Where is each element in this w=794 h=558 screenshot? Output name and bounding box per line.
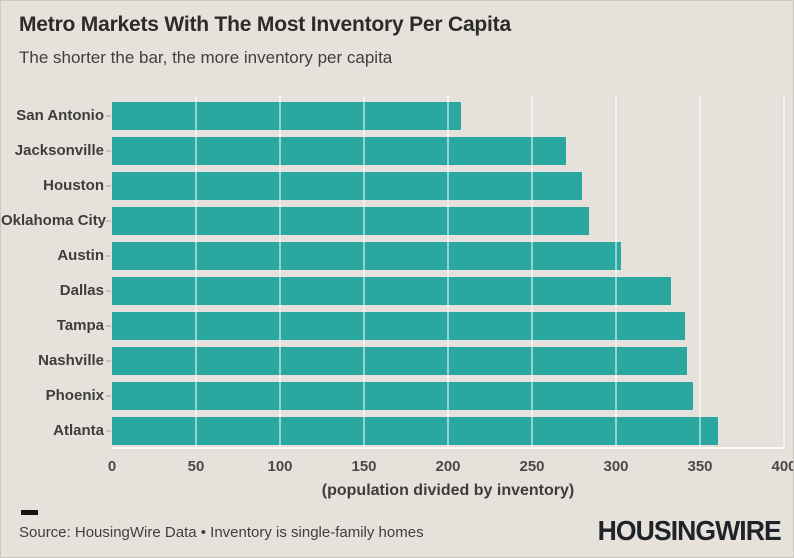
bar-track [112, 136, 784, 165]
y-tick-mark [104, 149, 112, 152]
bar-track [112, 311, 784, 340]
category-label: Phoenix [45, 387, 104, 404]
category-label: Atlanta [53, 422, 104, 439]
y-tick-mark [104, 324, 112, 327]
x-tick-label: 300 [603, 458, 629, 475]
bar [112, 206, 590, 235]
chart-row: Phoenix [1, 378, 784, 413]
x-axis-ticks: 0 50 100 150 200 250 300 350 400 [108, 458, 793, 478]
bar-track [112, 276, 784, 305]
chart-row: Atlanta [1, 413, 784, 448]
bars-region: San Antonio Jacksonville Houston Oklahoma C… [1, 98, 784, 448]
bar [112, 101, 462, 130]
bar [112, 241, 622, 270]
chart-row: Jacksonville [1, 133, 784, 168]
bar [112, 311, 685, 340]
x-axis-label: (population divided by inventory) [321, 482, 575, 499]
bar [112, 416, 719, 445]
bar-track [112, 241, 784, 270]
y-tick-mark [104, 254, 112, 257]
y-tick-mark [104, 289, 112, 292]
bar [112, 171, 583, 200]
x-tick-label: 50 [187, 458, 205, 475]
chart-row: Oklahoma City [1, 203, 784, 238]
category-label: Austin [57, 247, 104, 264]
footer-dash [21, 510, 38, 515]
bar-track [112, 346, 784, 375]
chart-row: Dallas [1, 273, 784, 308]
y-tick-mark [104, 359, 112, 362]
x-tick-label: 0 [107, 458, 117, 475]
x-tick-label: 250 [519, 458, 545, 475]
chart-title: Metro Markets With The Most Inventory Pe… [19, 13, 511, 36]
bar-track [112, 381, 784, 410]
x-tick-label: 100 [267, 458, 293, 475]
chart-row: Austin [1, 238, 784, 273]
category-label: Nashville [38, 352, 104, 369]
x-tick-label: 400 [771, 458, 793, 475]
category-label: Jacksonville [14, 142, 104, 159]
chart-row: Nashville [1, 343, 784, 378]
category-label: Oklahoma City [1, 212, 107, 229]
bar-track [112, 101, 784, 130]
bar [112, 381, 694, 410]
bar-track [112, 171, 784, 200]
category-label: Tampa [56, 317, 104, 334]
y-tick-mark [104, 219, 112, 222]
category-label: Dallas [59, 282, 104, 299]
x-tick-label: 200 [435, 458, 461, 475]
chart-row: San Antonio [1, 98, 784, 133]
y-tick-mark [104, 394, 112, 397]
category-label: Houston [43, 177, 104, 194]
chart-row: Tampa [1, 308, 784, 343]
bar [112, 346, 687, 375]
x-tick-label: 150 [351, 458, 377, 475]
x-tick-label: 350 [687, 458, 713, 475]
bar-track [112, 416, 784, 445]
housingwire-logo: HOUSINGWIRE [597, 515, 782, 546]
y-tick-mark [104, 429, 112, 432]
chart-row: Houston [1, 168, 784, 203]
source-note: Source: HousingWire Data • Inventory is … [19, 524, 424, 541]
chart-subtitle: The shorter the bar, the more inventory … [19, 48, 393, 67]
category-label: San Antonio [16, 107, 104, 124]
y-tick-mark [104, 114, 112, 117]
x-axis-line [112, 447, 784, 449]
bar [112, 276, 672, 305]
bar-track [112, 206, 784, 235]
bar [112, 136, 566, 165]
y-tick-mark [104, 184, 112, 187]
